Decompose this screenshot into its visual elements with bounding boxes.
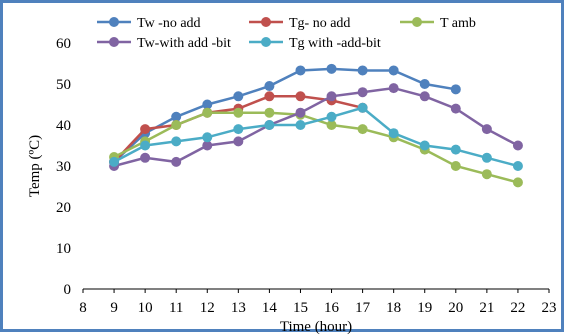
x-tick-label: 10 — [138, 300, 153, 316]
series-line — [113, 67, 457, 163]
data-point — [202, 132, 213, 143]
data-point — [512, 140, 523, 151]
data-point — [171, 111, 182, 122]
data-point — [264, 91, 275, 102]
data-point — [295, 107, 306, 118]
data-point — [450, 161, 461, 171]
x-tick-label: 11 — [169, 300, 183, 316]
y-tick-label: 20 — [56, 200, 71, 216]
x-tick-label: 9 — [110, 300, 118, 316]
line-chart: 0 10 20 30 40 50 60 8 9 10 11 12 13 14 15 16 17 18 19 20 21… — [27, 16, 557, 335]
legend-label: Tg with -add-bit — [289, 36, 381, 51]
x-tick-label: 12 — [200, 300, 215, 316]
x-tick-label: 20 — [448, 300, 463, 316]
data-point — [388, 65, 399, 76]
series-line — [113, 86, 519, 168]
data-point — [326, 120, 337, 130]
x-tick-label: 16 — [324, 300, 340, 316]
legend-label: Tw -no add — [137, 16, 201, 31]
series-4 — [109, 102, 523, 171]
y-tick-label: 60 — [56, 36, 71, 52]
legend-swatch-marker — [412, 17, 422, 27]
data-point — [295, 91, 306, 102]
y-axis-title: Temp (ºC) — [27, 135, 43, 197]
legend-swatch-marker — [261, 17, 271, 27]
data-point — [264, 107, 275, 118]
data-point — [481, 124, 492, 135]
data-point — [171, 156, 182, 167]
data-point — [264, 120, 275, 130]
data-point — [171, 120, 182, 130]
data-point — [388, 83, 399, 94]
data-point — [450, 144, 461, 155]
x-tick-label: 15 — [293, 300, 308, 316]
legend-swatch-marker — [261, 37, 271, 47]
data-point — [295, 120, 306, 130]
data-point — [295, 65, 306, 76]
data-point — [326, 91, 337, 102]
data-point — [233, 91, 244, 102]
legend-swatch-marker — [109, 17, 119, 27]
x-axis-title: Time (hour) — [280, 319, 352, 335]
legend-label: Tg- no add — [289, 16, 350, 31]
series-line — [113, 106, 519, 168]
data-point — [419, 91, 430, 102]
data-point — [202, 107, 213, 118]
data-point — [202, 140, 213, 151]
data-point — [450, 103, 461, 114]
x-tick-label: 14 — [262, 300, 278, 316]
data-point — [357, 87, 368, 98]
data-point — [357, 65, 368, 76]
x-tick-label: 8 — [79, 300, 87, 316]
data-point — [481, 169, 492, 180]
x-tick-label: 21 — [479, 300, 494, 316]
data-point — [171, 136, 182, 147]
x-tick-label: 18 — [386, 300, 401, 316]
data-point — [233, 107, 244, 118]
data-point — [264, 81, 275, 92]
y-tick-label: 50 — [56, 77, 71, 93]
data-point — [388, 128, 399, 139]
x-tick-label: 22 — [510, 300, 525, 316]
data-point — [140, 124, 151, 135]
data-point — [233, 136, 244, 147]
data-point — [481, 152, 492, 163]
data-point — [326, 111, 337, 122]
data-point — [140, 140, 151, 151]
y-tick-label: 0 — [64, 282, 72, 298]
data-point — [202, 99, 213, 110]
legend-label: T amb — [440, 16, 476, 31]
y-tick-label: 30 — [56, 159, 71, 175]
data-point — [512, 161, 523, 171]
x-tick-label: 19 — [417, 300, 432, 316]
data-point — [450, 84, 461, 95]
legend-swatch-marker — [109, 37, 119, 47]
x-tick-label: 17 — [355, 300, 371, 316]
data-point — [512, 177, 523, 188]
y-tick-label: 40 — [56, 118, 71, 134]
data-point — [326, 63, 337, 74]
series-0 — [109, 63, 461, 167]
x-tick-label: 13 — [231, 300, 246, 316]
y-tick-label: 10 — [56, 241, 71, 257]
data-point — [419, 79, 430, 89]
data-point — [419, 140, 430, 151]
x-tick-label: 23 — [542, 300, 557, 316]
data-point — [109, 156, 120, 167]
data-point — [357, 102, 368, 113]
data-point — [140, 152, 151, 163]
data-point — [233, 124, 244, 135]
data-point — [357, 124, 368, 135]
legend-label: Tw-with add -bit — [137, 36, 231, 51]
